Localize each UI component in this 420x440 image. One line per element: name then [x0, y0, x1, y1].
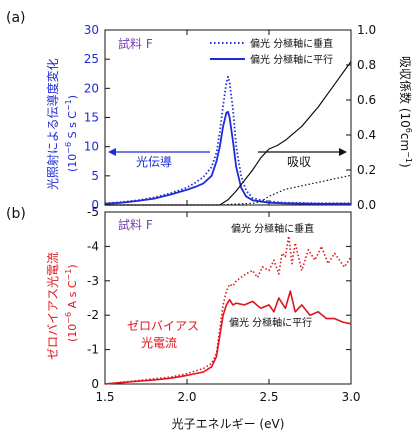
- annotation-absorption: 吸収: [287, 155, 311, 169]
- xtick-label: 2.5: [259, 390, 278, 404]
- panel-a-series: [104, 61, 352, 206]
- series-line-a-1: [104, 110, 351, 205]
- panel-b-series: [104, 235, 352, 385]
- xtick-label: 3.0: [341, 390, 360, 404]
- panel-label-b: (b): [6, 206, 26, 222]
- ytick-label-b: -5: [87, 205, 99, 219]
- ytick-label-left-a: 20: [84, 81, 99, 95]
- series-line-b-1: [104, 290, 352, 385]
- ylabel-left-a-unit: (10−6 S s C−1): [64, 95, 79, 172]
- panel-b-frame: [104, 211, 352, 385]
- panel-a-axes: 0 5 10 15 20 25 30 0.0 0.2 0.4 0.6 0.8 1.0: [84, 23, 376, 212]
- ytick-label-left-a: 15: [84, 111, 99, 125]
- series-line-b-0: [104, 235, 352, 385]
- ytick-label-right-a: 0.8: [357, 58, 376, 72]
- legend-label-parallel: 偏光 分極軸に平行: [250, 53, 333, 66]
- ytick-label-right-a: 0.0: [357, 198, 376, 212]
- arrow-photoconductivity: [108, 148, 210, 156]
- legend-label-perpendicular: 偏光 分極軸に垂直: [250, 37, 333, 50]
- ylabel-b-unit: (10−6 A s C−1): [64, 264, 79, 342]
- series-line-a-3: [105, 61, 352, 206]
- sample-label-a: 試料 F: [118, 36, 153, 51]
- ytick-label-b: -1: [87, 343, 99, 357]
- ytick-label-right-a: 0.6: [357, 93, 376, 107]
- ytick-label-left-a: 25: [84, 52, 99, 66]
- annotation-zero-bias-line1: ゼロバイアス: [127, 319, 199, 333]
- ytick-label-b: 0: [91, 377, 99, 391]
- ylabel-right-a: 吸収係数 (106cm−1): [398, 56, 413, 168]
- ytick-label-right-a: 0.4: [357, 128, 376, 142]
- sample-label-b: 試料 F: [118, 217, 153, 232]
- ylabel-b: ゼロバイアス光電流: [46, 252, 60, 360]
- ytick-label-left-a: 10: [84, 140, 99, 154]
- panel-b-axes: 1.5 2.0 2.5 3.0 0 -1 -2 -3 -4 -5: [87, 205, 361, 404]
- annotation-photoconductivity: 光伝導: [136, 155, 172, 169]
- ytick-label-left-a: 0: [91, 198, 99, 212]
- arrow-absorption: [258, 148, 347, 156]
- panel-label-a: (a): [6, 10, 26, 26]
- annotation-zero-bias-line2: 光電流: [141, 336, 177, 350]
- ytick-label-left-a: 5: [91, 169, 99, 183]
- annotation-perpendicular: 偏光 分極軸に垂直: [231, 222, 314, 235]
- legend: 偏光 分極軸に垂直 偏光 分極軸に平行: [210, 37, 333, 66]
- ytick-label-left-a: 30: [84, 23, 99, 37]
- ytick-label-b: -3: [87, 274, 99, 288]
- ylabel-left-a: 光照射による伝導度変化: [45, 58, 60, 190]
- ytick-label-b: -2: [87, 308, 99, 322]
- series-line-a-0: [104, 75, 351, 205]
- ytick-label-right-a: 0.2: [357, 163, 376, 177]
- annotation-parallel: 偏光 分極軸に平行: [229, 316, 312, 329]
- xlabel: 光子エネルギー (eV): [172, 417, 285, 431]
- series-line-a-2: [105, 174, 352, 206]
- xtick-label: 2.0: [177, 390, 196, 404]
- xtick-label: 1.5: [95, 390, 114, 404]
- ytick-label-b: -4: [87, 239, 99, 253]
- ytick-label-right-a: 1.0: [357, 23, 376, 37]
